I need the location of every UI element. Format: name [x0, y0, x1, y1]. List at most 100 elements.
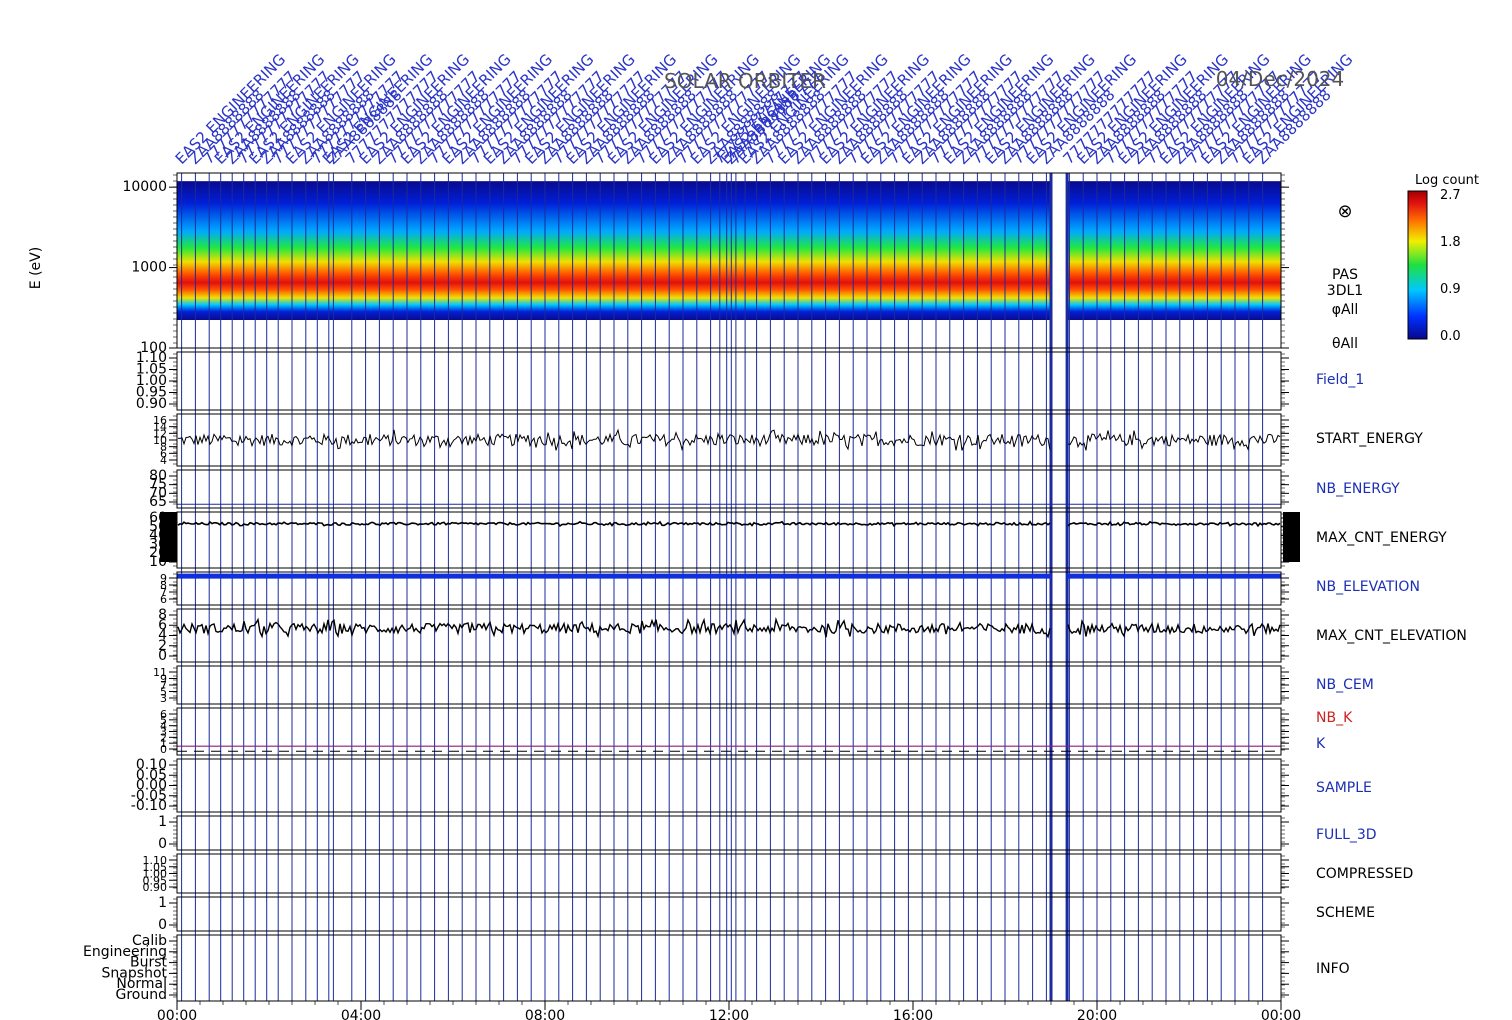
y-tick-label: 0.05 [136, 767, 167, 783]
y-tick-label: Normal [116, 976, 167, 992]
y-tick-label: Ground [116, 987, 168, 1003]
panel-frame [176, 853, 1282, 894]
y-tick-label: 1.10 [136, 350, 167, 366]
date-title: 04/Dec/2024 [1216, 67, 1345, 91]
y-tick-label: 9 [160, 673, 167, 686]
y-tick-label: 65 [149, 494, 167, 510]
y-tick-label: Calib [132, 933, 167, 949]
y-tick-label: 0.95 [136, 385, 167, 401]
y-tick-label: 6 [160, 447, 167, 460]
y-tick-label: 20 [149, 545, 167, 561]
max-cnt-energy-side-block [1283, 512, 1300, 562]
y-tick-label: 1.05 [136, 362, 167, 378]
y-tick-label: 2 [158, 638, 167, 654]
y-tick-label: -0.05 [131, 788, 167, 804]
y-tick-label: 3 [160, 692, 167, 705]
panel-label: SAMPLE [1316, 780, 1372, 796]
y-tick-label: 4 [160, 454, 167, 467]
panel-frame [176, 707, 1282, 756]
x-tick-label: 04:00 [341, 1008, 381, 1020]
y-tick-label: 6 [160, 708, 167, 721]
y-tick-label: 10 [149, 554, 167, 570]
event-lines [181, 173, 1264, 1001]
panel-frame [176, 511, 1282, 569]
panel-frame [176, 571, 1282, 606]
y-tick-label: 7 [160, 679, 167, 692]
annotation-labels: EAS2 ENGINEERINGZAA88888887777777777777E… [172, 50, 1357, 168]
panel-traces [160, 428, 1300, 752]
axis-ticks: 1000010001001.101.051.000.950.9016141210… [83, 174, 1289, 1003]
y-tick-label: 4 [160, 720, 167, 733]
y-tick-label: 0.00 [136, 778, 167, 794]
x-tick-label: 08:00 [525, 1008, 565, 1020]
panel-frame [176, 934, 1282, 1002]
y-tick-label: 5 [160, 686, 167, 699]
y-tick-label: 11 [153, 666, 167, 679]
panel-frame [176, 665, 1282, 705]
y-tick-label: 12 [153, 427, 167, 440]
y-tick-label: 10000 [122, 179, 167, 195]
y-tick-label: 0 [158, 648, 167, 664]
spectrogram-data-gap [1051, 173, 1068, 348]
panel-label: MAX_CNT_ELEVATION [1316, 628, 1467, 644]
panel-frame [176, 896, 1282, 932]
spectrogram-panel [177, 173, 1281, 348]
y-tick-label: 0.95 [143, 874, 168, 887]
y-tick-label: 0 [158, 836, 167, 852]
y-tick-label: 2 [160, 731, 167, 744]
y-tick-label: 70 [149, 485, 167, 501]
max-cnt-energy-side-block [160, 512, 177, 562]
panel-label: START_ENERGY [1316, 431, 1423, 447]
y-tick-label: 10 [153, 434, 167, 447]
y-tick-label: 0.10 [136, 757, 167, 773]
max-cnt-elevation-trace [177, 616, 1281, 639]
colorbar-tick: 2.7 [1440, 188, 1461, 203]
y-tick-label: 1.10 [143, 854, 168, 867]
panel-frame [176, 351, 1282, 411]
panel-label: FULL_3D [1316, 827, 1377, 843]
y-tick-label: 1 [158, 814, 167, 830]
y-axis-label-energy: E (eV) [28, 247, 44, 289]
y-tick-label: 0.90 [136, 396, 167, 412]
y-tick-label: 4 [158, 628, 167, 644]
x-tick-label: 20:00 [1077, 1008, 1117, 1020]
panel-label: NB_ELEVATION [1316, 579, 1420, 595]
panel-frame [176, 469, 1282, 509]
panel-label: K [1316, 736, 1326, 752]
colorbar-tick: 0.0 [1440, 329, 1461, 344]
y-tick-label: 30 [149, 536, 167, 552]
spectrogram-label-line: θAll [1332, 336, 1358, 352]
x-axis: 00:00 04:00 08:00 12:00 16:00 20:00 00:00 [157, 1001, 1301, 1020]
y-tick-label: 3 [160, 726, 167, 739]
panel-label: COMPRESSED [1316, 866, 1413, 882]
spectrogram-side-label: ⊗ PAS 3DL1 φAll θAll [1327, 201, 1363, 352]
y-tick-label: 50 [149, 519, 167, 535]
x-tick-label: 00:00 [1261, 1008, 1301, 1020]
panel-frame [176, 815, 1282, 851]
y-tick-label: 1 [158, 895, 167, 911]
spectrogram-flux-band [177, 181, 1281, 320]
y-tick-label: Engineering [83, 944, 167, 960]
panel-label: NB_CEM [1316, 677, 1374, 693]
y-tick-label: 1.00 [143, 868, 168, 881]
y-tick-label: 5 [160, 714, 167, 727]
start-energy-trace [177, 428, 1281, 452]
colorbar: Log count 2.7 1.8 0.9 0.0 [1407, 173, 1479, 344]
spectrogram-label-line: PAS [1332, 267, 1358, 283]
panel-frame [176, 608, 1282, 663]
y-tick-label: 7 [160, 586, 167, 599]
x-tick-label: 00:00 [157, 1008, 197, 1020]
colorbar-title: Log count [1415, 173, 1479, 188]
y-tick-label: 60 [149, 510, 167, 526]
panel-labels: Field_1 START_ENERGY NB_ENERGY MAX_CNT_ENER… [1316, 372, 1467, 977]
y-tick-label: 14 [153, 421, 167, 434]
y-tick-label: 9 [160, 572, 167, 585]
panel-label: SCHEME [1316, 905, 1375, 921]
y-tick-label: 8 [158, 607, 167, 623]
spectrogram-label-line: φAll [1332, 302, 1359, 318]
y-tick-label: 40 [149, 528, 167, 544]
y-tick-label: 6 [158, 617, 167, 633]
y-tick-label: Snapshot [102, 965, 168, 981]
colorbar-tick: 0.9 [1440, 282, 1461, 297]
y-tick-label: 8 [160, 441, 167, 454]
